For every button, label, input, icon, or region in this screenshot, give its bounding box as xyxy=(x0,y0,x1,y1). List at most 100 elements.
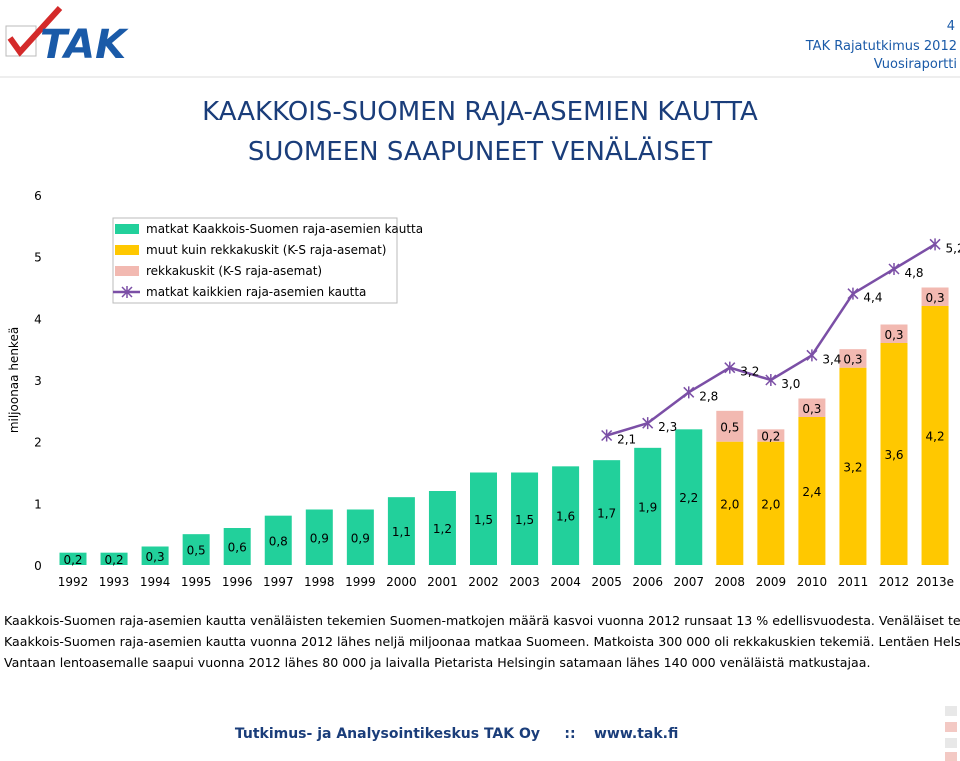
line-marker xyxy=(683,386,695,399)
x-tick-label: 2000 xyxy=(386,575,417,589)
data-label: 1,2 xyxy=(433,522,452,536)
data-label: 0,6 xyxy=(228,541,247,555)
line-marker xyxy=(724,361,736,374)
bar xyxy=(798,417,826,565)
y-tick-label: 3 xyxy=(34,374,42,388)
bar xyxy=(880,343,908,565)
x-tick-label: 1997 xyxy=(263,575,294,589)
x-tick-label: 1994 xyxy=(140,575,171,589)
x-tick-label: 2013e xyxy=(916,575,954,589)
x-tick-label: 2003 xyxy=(509,575,540,589)
x-tick-label: 1992 xyxy=(58,575,89,589)
data-label: 1,1 xyxy=(392,525,411,539)
data-label: 0,9 xyxy=(310,531,329,545)
page-number: 4 xyxy=(947,19,955,34)
data-label: 3,2 xyxy=(843,460,862,474)
y-tick-label: 6 xyxy=(34,189,42,203)
logo: TAK xyxy=(5,5,129,68)
bar xyxy=(757,429,785,442)
data-label: 1,5 xyxy=(474,513,493,527)
x-tick-label: 1996 xyxy=(222,575,253,589)
line-marker xyxy=(806,349,818,362)
bar xyxy=(428,491,456,565)
text-line: Kaakkois-Suomen raja-asemien kautta venä… xyxy=(4,613,960,628)
x-tick-label: 1999 xyxy=(345,575,376,589)
data-label: 2,1 xyxy=(617,433,636,447)
data-label: 3,2 xyxy=(740,365,759,379)
legend-label: rekkakuskit (K-S raja-asemat) xyxy=(146,264,322,278)
logo-text: TAK xyxy=(40,22,129,68)
bar xyxy=(470,472,497,565)
bar xyxy=(921,306,949,565)
bar xyxy=(634,447,662,565)
bar xyxy=(182,534,210,565)
bar xyxy=(264,515,292,565)
x-tick-label: 2010 xyxy=(797,575,828,589)
legend-swatch xyxy=(115,266,139,276)
legend-swatch xyxy=(121,286,133,298)
text-line: Vantaan lentoasemalle saapui vuonna 2012… xyxy=(4,655,871,670)
body-text: Kaakkois-Suomen raja-asemien kautta venä… xyxy=(4,610,960,673)
line-marker xyxy=(765,374,777,386)
footer-url: www.tak.fi xyxy=(594,726,678,742)
data-label: 5,2 xyxy=(946,241,960,255)
bar xyxy=(305,509,333,565)
legend-label: matkat kaikkien raja-asemien kautta xyxy=(146,285,366,299)
bar xyxy=(552,466,580,565)
data-label: 0,3 xyxy=(926,291,945,305)
y-tick-label: 0 xyxy=(34,559,42,573)
data-label: 0,2 xyxy=(761,430,780,444)
x-tick-label: 2006 xyxy=(632,575,663,589)
footer-sep: :: xyxy=(564,726,575,742)
data-label: 0,3 xyxy=(843,352,862,366)
line-marker xyxy=(929,238,941,251)
bar xyxy=(223,528,251,565)
x-tick-label: 2007 xyxy=(673,575,704,589)
data-label: 3,4 xyxy=(822,352,841,366)
data-label: 1,5 xyxy=(515,513,534,527)
x-tick-label: 1998 xyxy=(304,575,335,589)
y-tick-label: 4 xyxy=(34,312,42,326)
line-marker xyxy=(601,429,613,442)
bar xyxy=(675,429,703,565)
bar xyxy=(757,441,785,565)
data-label: 1,6 xyxy=(556,510,575,524)
data-label: 1,9 xyxy=(638,500,657,514)
x-tick-label: 2001 xyxy=(427,575,458,589)
plot: 0 1 2 3 4 5 6 1992 1993 1994 1995 1996 1997 1998 1999 2… xyxy=(34,189,960,589)
x-tick-label: 1993 xyxy=(99,575,130,589)
data-label: 0,5 xyxy=(720,420,739,434)
bar xyxy=(839,349,867,368)
bar xyxy=(921,287,949,306)
chart-title: SUOMEEN SAAPUNEET VENÄLÄISET xyxy=(248,135,712,167)
bar xyxy=(100,552,128,565)
data-label: 2,0 xyxy=(720,497,739,511)
chart-title: KAAKKOIS-SUOMEN RAJA-ASEMIEN KAUTTA xyxy=(202,97,758,127)
legend-swatch xyxy=(115,224,139,234)
bar xyxy=(716,441,744,565)
data-label: 4,4 xyxy=(863,291,882,305)
data-label: 0,8 xyxy=(269,534,288,548)
x-tick-label: 2012 xyxy=(879,575,910,589)
legend-swatch xyxy=(115,245,139,255)
data-label: 0,2 xyxy=(105,553,124,567)
text-line: Kaakkois-Suomen raja-asemien kautta vuon… xyxy=(4,634,960,649)
bar xyxy=(593,460,621,565)
legend-label: matkat Kaakkois-Suomen raja-asemien kaut… xyxy=(146,222,423,236)
legend-box xyxy=(112,217,398,304)
line-marker xyxy=(888,263,900,275)
x-tick-label: 2002 xyxy=(468,575,499,589)
y-tick-label: 2 xyxy=(34,436,42,450)
x-tick-label: 2004 xyxy=(550,575,581,589)
footer-org: Tutkimus- ja Analysointikeskus TAK Oy xyxy=(235,726,540,742)
data-label: 0,5 xyxy=(187,544,206,558)
line-marker xyxy=(642,417,654,430)
y-axis-title: miljoonaa henkeä xyxy=(7,327,21,433)
bar xyxy=(346,509,374,565)
data-label: 3,6 xyxy=(884,448,903,462)
data-label: 0,2 xyxy=(63,553,82,567)
data-label: 0,3 xyxy=(802,402,821,416)
x-tick-label: 2005 xyxy=(591,575,622,589)
